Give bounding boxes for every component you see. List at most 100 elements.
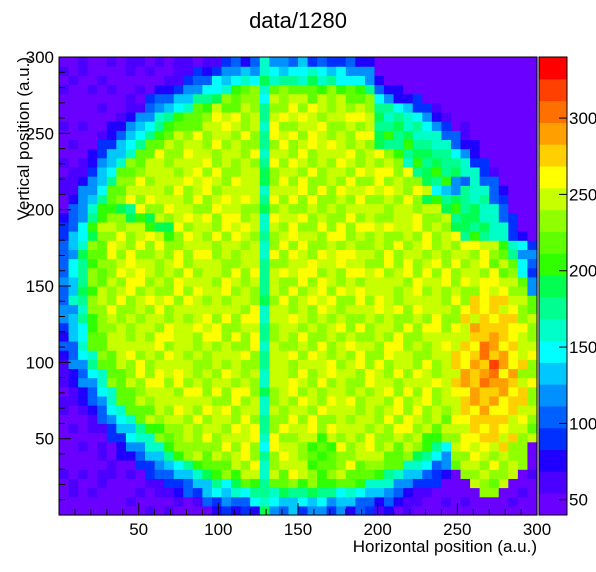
heatmap-cell (240, 130, 251, 141)
heatmap-cell (422, 176, 433, 186)
heatmap-cell (412, 276, 423, 287)
heatmap-cell (403, 221, 414, 232)
heatmap-cell (97, 249, 108, 260)
heatmap-cell (470, 139, 481, 150)
heatmap-cell (317, 496, 328, 507)
heatmap-cell (221, 386, 232, 397)
heatmap-cell (403, 203, 414, 214)
heatmap-cell (431, 121, 442, 131)
heatmap-cell (317, 423, 328, 434)
x-tick-label: 50 (129, 520, 148, 539)
heatmap-cell (278, 322, 290, 333)
heatmap-cell (355, 121, 366, 131)
heatmap-cell (231, 240, 242, 250)
heatmap-cell (450, 75, 462, 86)
heatmap-cell (183, 405, 194, 415)
heatmap-cell (355, 450, 366, 461)
heatmap-cell (355, 221, 366, 232)
heatmap-cell (364, 258, 376, 269)
heatmap-cell (269, 469, 280, 479)
heatmap-cell (259, 240, 270, 250)
heatmap-cell (87, 313, 98, 324)
heatmap-cell (470, 57, 481, 67)
heatmap-cell (374, 405, 385, 415)
heatmap-cell (479, 432, 490, 443)
heatmap-cell (173, 441, 184, 452)
heatmap-cell (240, 331, 251, 342)
heatmap-cell (336, 185, 347, 195)
heatmap-cell (231, 286, 242, 296)
heatmap-cell (154, 66, 165, 76)
heatmap-cell (479, 460, 490, 470)
heatmap-cell (298, 505, 309, 516)
heatmap-cell (116, 377, 127, 388)
heatmap-cell (192, 93, 203, 104)
heatmap-cell (393, 93, 404, 104)
heatmap-cell (278, 194, 290, 205)
heatmap-cell (173, 359, 184, 370)
heatmap-cell (116, 469, 127, 479)
heatmap-cell (192, 304, 203, 315)
heatmap-cell (374, 331, 385, 342)
heatmap-cell (412, 405, 423, 415)
heatmap-cell (192, 157, 203, 168)
heatmap-cell (470, 377, 481, 388)
heatmap-cell (164, 405, 175, 415)
heatmap-cell (517, 395, 529, 406)
heatmap-cell (403, 111, 414, 122)
heatmap-cell (78, 405, 89, 415)
heatmap-cell (431, 460, 442, 470)
heatmap-cell (125, 478, 137, 489)
heatmap-cell (145, 496, 156, 507)
heatmap-cell (412, 93, 423, 104)
heatmap-cell (422, 395, 433, 406)
heatmap-cell (355, 478, 366, 489)
heatmap-cell (374, 313, 385, 324)
heatmap-cell (221, 322, 232, 333)
heatmap-cell (441, 203, 452, 214)
heatmap-cell (202, 148, 213, 159)
heatmap-cell (441, 414, 452, 424)
heatmap-cell (106, 111, 117, 122)
heatmap-cell (431, 496, 442, 507)
heatmap-cell (269, 221, 280, 232)
heatmap-cell (431, 231, 442, 241)
heatmap-cell (221, 176, 232, 186)
heatmap-cell (240, 57, 251, 67)
heatmap-cell (326, 66, 337, 76)
heatmap-cell (135, 322, 146, 333)
heatmap-cell (192, 286, 203, 296)
heatmap-cell (135, 231, 146, 241)
heatmap-cell (422, 331, 433, 342)
heatmap-cell (384, 368, 395, 379)
heatmap-cell (450, 478, 462, 489)
heatmap-cell (278, 258, 290, 269)
heatmap-cell (317, 185, 328, 195)
heatmap-cell (183, 331, 194, 342)
heatmap-cell (221, 75, 232, 86)
heatmap-cell (441, 111, 452, 122)
heatmap-cell (278, 340, 290, 351)
heatmap-cell (431, 157, 442, 168)
heatmap-cell (106, 139, 117, 150)
heatmap-cell (269, 148, 280, 159)
heatmap-cell (68, 368, 79, 379)
heatmap-cell (68, 139, 79, 150)
heatmap-cell (374, 350, 385, 360)
heatmap-cell (183, 267, 194, 278)
heatmap-cell (250, 84, 261, 95)
heatmap-cell (422, 75, 433, 86)
heatmap-cell (508, 359, 519, 370)
heatmap-cell (431, 331, 442, 342)
heatmap-cell (154, 331, 165, 342)
heatmap-cell (154, 395, 165, 406)
heatmap-cell (336, 450, 347, 461)
heatmap-cell (211, 57, 223, 67)
heatmap-cell (298, 478, 309, 489)
heatmap-cell (317, 148, 328, 159)
heatmap-cell (393, 460, 404, 470)
heatmap-cell (78, 111, 89, 122)
heatmap-cell (422, 505, 433, 516)
heatmap-cell (298, 194, 309, 205)
heatmap-cell (374, 130, 385, 141)
